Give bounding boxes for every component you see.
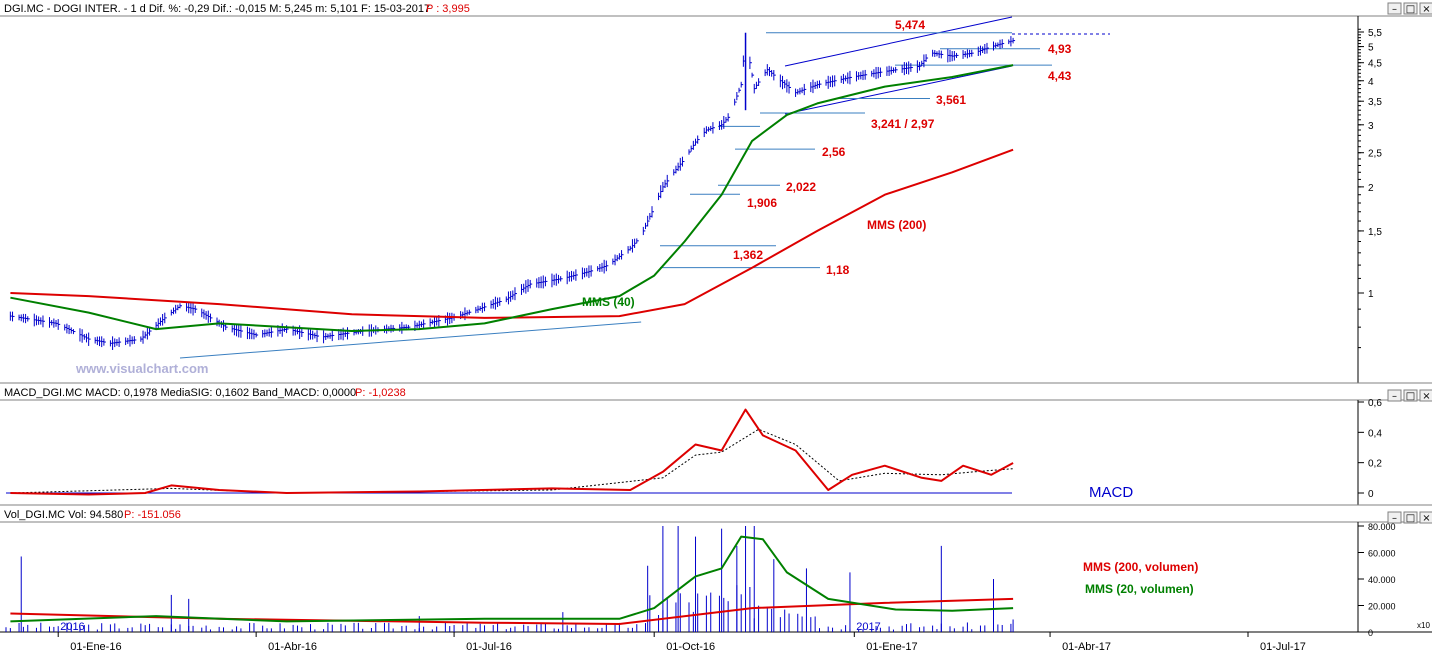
- window-button-frame: [1387, 389, 1402, 402]
- vol-mms20-label: MMS (20, volumen): [1085, 582, 1194, 596]
- price-level-label: 4,43: [1048, 69, 1072, 83]
- macd-line: [10, 408, 1014, 496]
- volume-scale-note: x10: [1417, 621, 1430, 630]
- maximize-button[interactable]: □: [1403, 511, 1418, 524]
- close-button[interactable]: ×: [1419, 2, 1432, 15]
- price-level-label: 4,93: [1048, 42, 1072, 56]
- macd-y-tick-label: 0,4: [1368, 428, 1382, 439]
- channel-upper-trendline: [784, 16, 1013, 67]
- support-trendline: [179, 321, 642, 359]
- volume-panel-header: Vol_DGI.MC Vol: 94.580: [4, 509, 123, 521]
- x-axis-label: 01-Ene-17: [866, 641, 917, 652]
- price-bars: [9, 36, 1016, 350]
- price-mms40-label: MMS (40): [582, 295, 635, 309]
- price-level-label: 5,474: [895, 18, 925, 32]
- watermark: www.visualchart.com: [75, 361, 208, 376]
- maximize-button[interactable]: □: [1403, 2, 1418, 15]
- window-button-glyph: –: [1392, 513, 1397, 524]
- price-level-label: 1,18: [826, 263, 850, 277]
- price-y-tick-label: 1,5: [1368, 227, 1382, 238]
- window-button-glyph: ×: [1422, 513, 1430, 524]
- vol-mms200-label: MMS (200, volumen): [1083, 560, 1198, 574]
- volume-panel-header-p: P: -151.056: [124, 509, 181, 521]
- window-button-glyph: □: [1406, 391, 1415, 402]
- window-button-glyph: –: [1392, 4, 1397, 15]
- x-axis-label: 01-Ene-16: [70, 641, 121, 652]
- year-label: 2017: [856, 621, 880, 633]
- price-y-tick-label: 3: [1368, 121, 1374, 132]
- price-level-label: 1,362: [733, 248, 763, 262]
- window-button-glyph: –: [1392, 391, 1397, 402]
- macd-y-tick-label: 0,6: [1368, 398, 1382, 409]
- macd-signal-line: [10, 428, 1014, 494]
- price-mms200-line: [10, 148, 1014, 319]
- price-panel-header-p: P : 3,995: [426, 3, 470, 15]
- maximize-button[interactable]: □: [1403, 389, 1418, 402]
- volume-y-tick-label: 0: [1368, 628, 1373, 638]
- volume-y-tick-label: 40.000: [1368, 575, 1396, 585]
- price-level-label: 3,561: [936, 93, 966, 107]
- volume-y-tick-label: 80.000: [1368, 522, 1396, 532]
- channel-lower-trendline: [784, 65, 1013, 115]
- window-button-glyph: ×: [1422, 4, 1430, 15]
- price-level-label: 1,906: [747, 196, 777, 210]
- price-y-tick-label: 4: [1368, 77, 1374, 88]
- volume-y-tick-label: 20.000: [1368, 602, 1396, 612]
- window-button-glyph: □: [1406, 513, 1415, 524]
- window-button-frame: [1403, 2, 1418, 15]
- price-level-label: 2,56: [822, 145, 846, 159]
- window-button-frame: [1419, 2, 1432, 15]
- window-button-frame: [1403, 389, 1418, 402]
- price-y-tick-label: 5,5: [1368, 28, 1382, 39]
- price-y-tick-label: 1: [1368, 289, 1374, 300]
- macd-label: MACD: [1089, 484, 1133, 501]
- close-button[interactable]: ×: [1419, 389, 1432, 402]
- minimize-button[interactable]: –: [1387, 389, 1402, 402]
- volume-mms20-line: [10, 535, 1014, 623]
- price-y-tick-label: 5: [1368, 43, 1374, 54]
- price-level-label: 2,022: [786, 180, 816, 194]
- price-mms40-line: [10, 64, 1014, 332]
- window-button-frame: [1387, 2, 1402, 15]
- close-button[interactable]: ×: [1419, 511, 1432, 524]
- volume-y-tick-label: 60.000: [1368, 549, 1396, 559]
- minimize-button[interactable]: –: [1387, 511, 1402, 524]
- price-panel-header: DGI.MC - DOGI INTER. - 1 d Dif. %: -0,29…: [4, 3, 430, 15]
- x-axis-label: 01-Jul-17: [1260, 641, 1306, 652]
- price-mms200-label: MMS (200): [867, 218, 926, 232]
- window-button-frame: [1403, 511, 1418, 524]
- macd-panel-header: MACD_DGI.MC MACD: 0,1978 MediaSIG: 0,160…: [4, 387, 356, 399]
- macd-y-tick-label: 0,2: [1368, 459, 1382, 470]
- price-level-label: 3,241 / 2,97: [871, 117, 935, 131]
- macd-y-tick-label: 0: [1368, 489, 1374, 500]
- minimize-button[interactable]: –: [1387, 2, 1402, 15]
- window-button-glyph: ×: [1422, 391, 1430, 402]
- x-axis-label: 01-Abr-16: [268, 641, 317, 652]
- macd-panel-header-p: P: -1,0238: [355, 387, 406, 399]
- window-button-frame: [1419, 389, 1432, 402]
- window-button-frame: [1419, 511, 1432, 524]
- price-y-tick-label: 2,5: [1368, 149, 1382, 160]
- x-axis-label: 01-Jul-16: [466, 641, 512, 652]
- x-axis-label: 01-Oct-16: [666, 641, 715, 652]
- year-label: 2016: [60, 621, 84, 633]
- price-y-tick-label: 2: [1368, 183, 1374, 194]
- price-y-tick-label: 3,5: [1368, 97, 1382, 108]
- window-button-frame: [1387, 511, 1402, 524]
- price-header-bar: [0, 0, 1432, 16]
- x-axis-label: 01-Abr-17: [1062, 641, 1111, 652]
- price-y-tick-label: 4,5: [1368, 59, 1382, 70]
- window-button-glyph: □: [1406, 4, 1415, 15]
